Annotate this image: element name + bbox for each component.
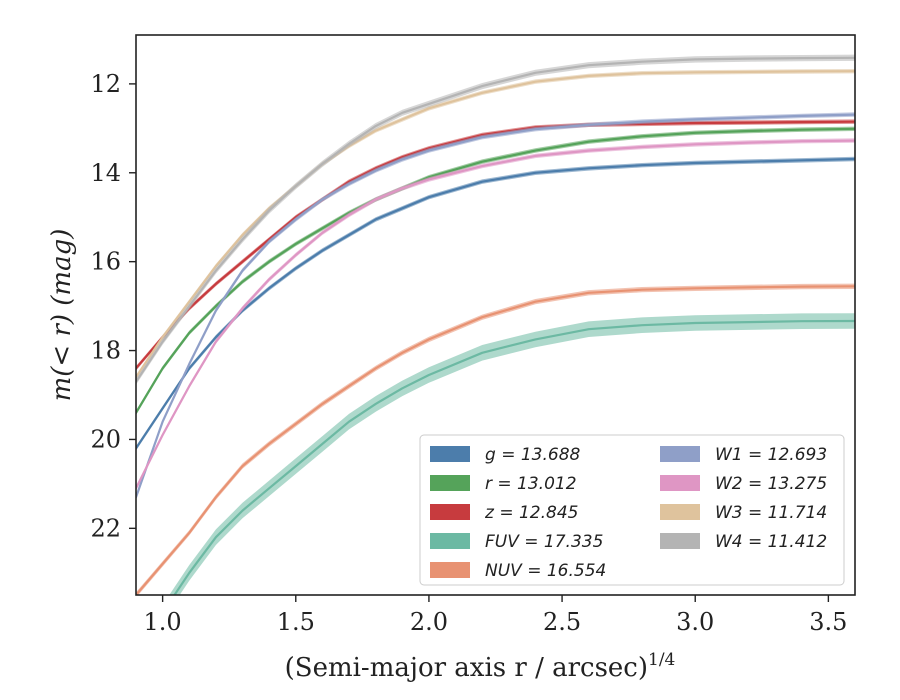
series-line-4 [136,285,855,595]
series-band-3 [169,313,855,595]
legend-swatch-7 [660,504,700,520]
y-tick-label: 16 [90,248,121,276]
legend-frame [419,434,845,586]
y-axis: 12 14 16 18 20 22 [90,70,136,542]
legend-label-3: FUV = 17.335 [485,532,603,552]
legend-swatch-0 [430,446,470,462]
legend-label-8: W4 = 11.412 [715,532,827,552]
y-tick-label: 12 [90,70,121,98]
x-tick-label: 2.0 [410,608,448,636]
series-line-6 [136,139,855,490]
x-tick-label: 3.0 [676,608,714,636]
legend: g = 13.688 r = 13.012 z = 12.845 FUV = 17.3… [419,434,845,586]
legend-swatch-2 [430,504,470,520]
legend-swatch-3 [430,533,470,549]
legend-swatch-1 [430,475,470,491]
x-axis: 1.0 1.5 2.0 2.5 3.0 3.5 [144,595,847,636]
x-tick-label: 1.5 [277,608,315,636]
legend-swatch-4 [430,562,470,578]
legend-swatch-6 [660,475,700,491]
x-tick-label: 1.0 [144,608,182,636]
legend-label-5: W1 = 12.693 [715,445,827,465]
legend-label-7: W3 = 11.714 [715,503,827,523]
legend-swatch-5 [660,446,700,462]
series-line-8 [136,56,855,383]
y-tick-label: 14 [90,159,121,187]
legend-label-6: W2 = 13.275 [715,474,827,494]
plot-frame [135,34,856,596]
legend-label-4: NUV = 16.554 [485,561,606,581]
x-axis-title-exponent: 1/4 [648,650,675,670]
x-tick-label: 2.5 [543,608,581,636]
y-tick-label: 22 [90,514,121,542]
series-line-0 [136,157,855,450]
series-line-7 [136,70,855,379]
x-tick-label: 3.5 [809,608,847,636]
x-axis-title: (Semi-major axis r / arcsec)1/4 [285,650,676,683]
y-tick-label: 20 [90,425,121,453]
series-line-5 [136,113,855,499]
y-axis-title: m(< r) (mag) [47,229,77,402]
series-line-3 [173,319,855,595]
legend-label-1: r = 13.012 [485,474,577,494]
legend-label-2: z = 12.845 [484,503,578,523]
series-layer [136,54,855,595]
legend-label-0: g = 13.688 [485,445,581,465]
legend-swatch-8 [660,533,700,549]
y-tick-label: 18 [90,337,121,365]
